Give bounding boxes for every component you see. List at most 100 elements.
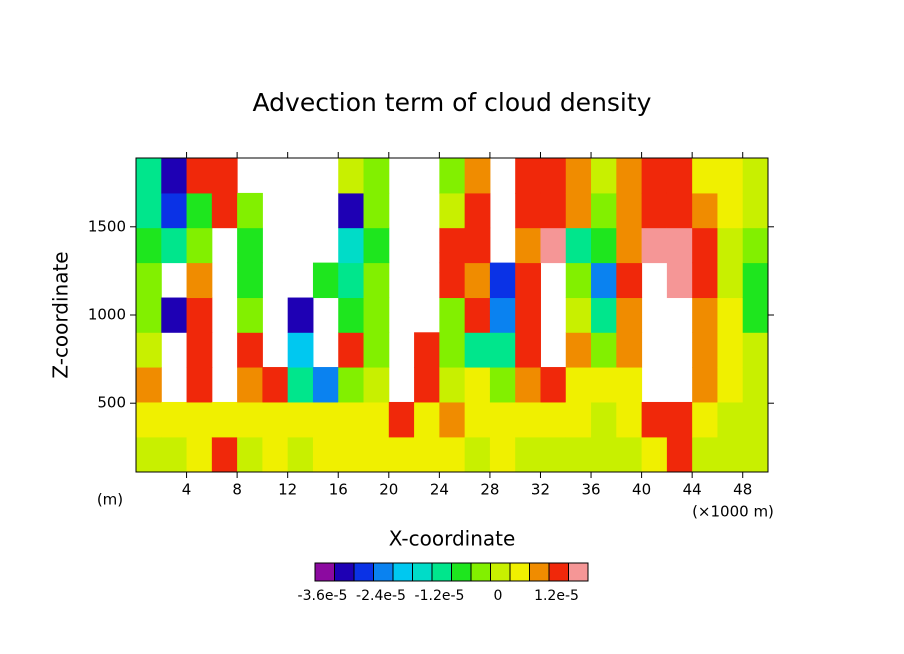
colorbar-label: 1.2e-5 [534,588,579,604]
contour-cell [565,332,592,368]
contour-cell [237,227,263,264]
contour-cell [237,192,263,229]
contour-cell [287,297,314,333]
contour-cell [489,436,516,473]
colorbar-box [353,562,374,582]
colorbar-box [314,562,335,582]
contour-cell [211,192,238,229]
contour-cell [161,158,188,194]
contour-cell [641,192,668,229]
x-tick-label: 12 [278,481,297,499]
contour-cell [540,436,567,473]
contour-cell [338,262,365,299]
contour-cell [591,332,617,368]
contour-cell [363,401,390,438]
contour-cell [616,158,643,194]
colorbar-label: -2.4e-5 [356,588,406,604]
contour-cell [515,297,541,333]
contour-cell [515,192,541,229]
contour-cell [363,367,390,403]
y-tick-label: 500 [97,394,126,412]
contour-cell [439,297,466,333]
contour-cell [363,332,390,368]
contour-cell [616,401,643,438]
contour-cell [515,332,541,368]
contour-cell [464,367,491,403]
contour-cell [616,192,643,229]
contour-cell [439,436,466,473]
contour-cell [186,192,213,229]
contour-cell [742,367,769,403]
x-tick-label: 16 [329,481,348,499]
contour-cell [161,401,188,438]
contour-cell [515,262,541,299]
contour-cell [717,401,744,438]
contour-cell [136,192,162,229]
contour-cell [388,436,415,473]
contour-cell [540,227,567,264]
contour-cell [616,262,643,299]
colorbar-box [509,562,530,582]
contour-cell [515,227,541,264]
x-unit: (×1000 m) [692,503,774,521]
colorbar-label: -1.2e-5 [415,588,465,604]
contour-cell [616,332,643,368]
contour-cell [363,158,390,194]
contour-cell [692,158,718,194]
contour-cell [692,436,718,473]
contour-cell [489,262,516,299]
colorbar-box [451,562,472,582]
x-tick-label: 36 [581,481,600,499]
contour-cell [616,297,643,333]
contour-cell [186,227,213,264]
contour-cell [489,401,516,438]
contour-cell [136,297,162,333]
contour-cell [312,436,339,473]
contour-cell [565,401,592,438]
contour-cell [237,401,263,438]
contour-cell [666,158,693,194]
contour-cell [186,262,213,299]
contour-cell [666,192,693,229]
contour-cell [136,227,162,264]
contour-cell [591,297,617,333]
contour-cell [464,227,491,264]
y-axis-title: Z-coordinate [49,251,73,378]
contour-cell [287,332,314,368]
contour-cell [338,192,365,229]
contour-cell [717,297,744,333]
contour-cell [692,192,718,229]
contour-cell [616,227,643,264]
contour-cell [439,262,466,299]
contour-cell [742,227,769,264]
contour-cell [515,367,541,403]
contour-cell [641,401,668,438]
contour-cell [312,367,339,403]
contour-cell [136,436,162,473]
contour-cell [363,297,390,333]
contour-cell [692,297,718,333]
contour-cell [287,367,314,403]
x-tick-label: 48 [733,481,752,499]
contour-cell [515,436,541,473]
contour-cell [540,158,567,194]
contour-cell [717,436,744,473]
contour-cell [489,367,516,403]
contour-cell [363,262,390,299]
contour-cell [338,158,365,194]
contour-cell [186,158,213,194]
contour-cell [388,401,415,438]
contour-cell [666,227,693,264]
contour-cell [464,332,491,368]
contour-cell [641,158,668,194]
contour-cell [565,227,592,264]
contour-cell [338,297,365,333]
x-tick-label: 32 [531,481,550,499]
x-tick-label: 8 [232,481,242,499]
contour-cell [237,262,263,299]
contour-cell [414,436,440,473]
contour-cell [161,227,188,264]
colorbar-box [392,562,413,582]
colorbar-box [412,562,433,582]
contour-cell [742,436,769,473]
